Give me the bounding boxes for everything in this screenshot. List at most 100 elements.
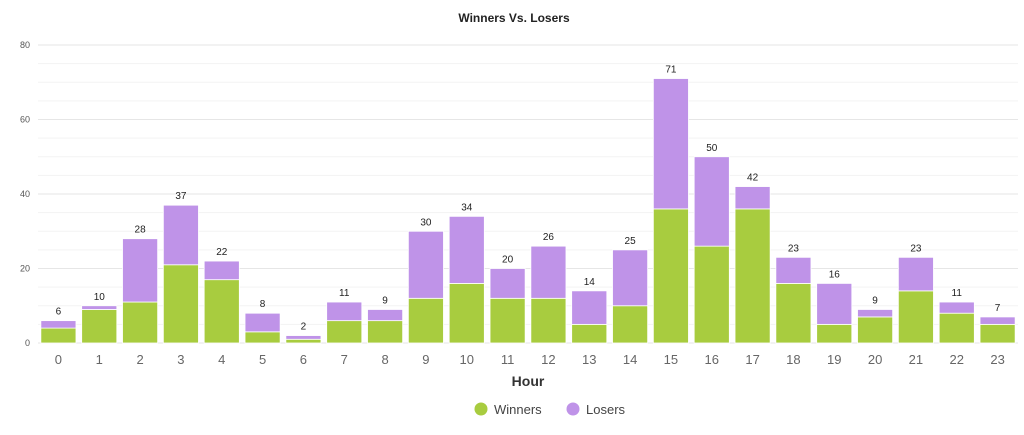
x-tick-label: 21 <box>909 352 923 367</box>
bar-losers-0 <box>40 320 77 329</box>
bar-losers-22 <box>938 301 975 314</box>
bar-winners-6 <box>285 338 322 344</box>
y-tick-label: 40 <box>20 189 30 199</box>
bar-winners-11 <box>489 297 526 344</box>
bar-losers-7 <box>326 301 363 322</box>
bar-losers-3 <box>162 204 199 266</box>
bar-winners-23 <box>979 323 1016 344</box>
bar-winners-4 <box>203 279 240 344</box>
x-tick-label: 18 <box>786 352 800 367</box>
data-labels: 6 10 28 37 22 8 2 11 9 30 34 20 26 14 25 71 50 42 23 16 9 23 1… <box>56 65 1001 333</box>
y-tick-label: 60 <box>20 115 30 125</box>
data-label-16: 50 <box>706 143 718 154</box>
legend-marker-losers <box>566 402 580 416</box>
data-label-1: 10 <box>94 292 106 303</box>
bar-losers-13 <box>571 290 608 325</box>
data-label-4: 22 <box>216 247 228 258</box>
data-label-8: 9 <box>382 295 388 306</box>
bar-winners-20 <box>857 316 894 344</box>
bar-winners-16 <box>693 245 730 344</box>
data-label-2: 28 <box>135 225 147 236</box>
bar-losers-4 <box>203 260 240 281</box>
x-tick-label: 17 <box>745 352 759 367</box>
x-tick-label: 10 <box>460 352 474 367</box>
x-tick-label: 9 <box>422 352 429 367</box>
data-label-22: 11 <box>952 288 963 299</box>
bar-losers-6 <box>285 335 322 340</box>
bar-winners-12 <box>530 297 567 344</box>
bar-losers-23 <box>979 316 1016 325</box>
data-label-11: 20 <box>502 255 514 266</box>
bar-winners-0 <box>40 327 77 344</box>
data-label-14: 25 <box>625 236 637 247</box>
bar-losers-10 <box>448 215 485 284</box>
x-tick-label: 2 <box>136 352 143 367</box>
x-tick-label: 14 <box>623 352 637 367</box>
bar-losers-9 <box>407 230 444 299</box>
x-tick-label: 19 <box>827 352 841 367</box>
bar-winners-17 <box>734 208 771 344</box>
bar-winners-1 <box>81 309 118 344</box>
y-axis: 0 20 40 60 80 <box>20 40 30 348</box>
data-label-9: 30 <box>420 217 432 228</box>
x-tick-label: 22 <box>950 352 964 367</box>
x-tick-label: 5 <box>259 352 266 367</box>
grid-lines <box>38 44 1018 344</box>
x-axis-title: Hour <box>512 373 545 389</box>
data-label-10: 34 <box>461 202 473 213</box>
data-label-0: 6 <box>56 307 62 318</box>
y-tick-label: 20 <box>20 264 30 274</box>
bar-losers-1 <box>81 305 118 310</box>
data-label-12: 26 <box>543 232 555 243</box>
x-tick-label: 1 <box>96 352 103 367</box>
data-label-7: 11 <box>339 288 350 299</box>
data-label-18: 23 <box>788 243 800 254</box>
x-tick-label: 20 <box>868 352 882 367</box>
data-label-6: 2 <box>301 322 307 333</box>
bar-winners-22 <box>938 312 975 344</box>
data-label-23: 7 <box>995 303 1001 314</box>
data-label-21: 23 <box>910 243 922 254</box>
legend-label-losers: Losers <box>586 402 626 417</box>
bar-losers-2 <box>122 238 159 303</box>
x-tick-label: 8 <box>381 352 388 367</box>
bar-losers-14 <box>612 249 649 307</box>
bar-winners-14 <box>612 305 649 344</box>
data-label-3: 37 <box>175 191 187 202</box>
bar-winners-3 <box>162 264 199 344</box>
bar-winners-8 <box>367 320 404 344</box>
bar-losers-19 <box>816 282 853 325</box>
bar-losers-16 <box>693 156 730 247</box>
bar-winners-15 <box>652 208 689 344</box>
data-label-20: 9 <box>872 295 878 306</box>
bar-winners-21 <box>897 290 934 344</box>
legend: Winners Losers <box>474 402 626 417</box>
chart-title: Winners Vs. Losers <box>458 11 570 25</box>
data-label-19: 16 <box>829 269 841 280</box>
x-tick-label: 13 <box>582 352 596 367</box>
bar-winners-18 <box>775 282 812 344</box>
legend-label-winners: Winners <box>494 402 542 417</box>
x-tick-label: 23 <box>990 352 1004 367</box>
y-tick-label: 80 <box>20 40 30 50</box>
x-tick-label: 16 <box>705 352 719 367</box>
y-tick-label: 0 <box>25 338 30 348</box>
x-tick-label: 0 <box>55 352 62 367</box>
bar-losers-17 <box>734 186 771 210</box>
x-tick-label: 4 <box>218 352 225 367</box>
bar-losers-20 <box>857 309 894 318</box>
bar-losers-15 <box>652 78 689 210</box>
x-tick-label: 7 <box>341 352 348 367</box>
x-tick-label: 3 <box>177 352 184 367</box>
bar-losers-21 <box>897 256 934 292</box>
bar-winners-13 <box>571 323 608 344</box>
bar-winners-10 <box>448 282 485 344</box>
bar-winners-5 <box>244 331 281 344</box>
bar-losers-11 <box>489 268 526 299</box>
data-label-15: 71 <box>665 65 677 76</box>
bar-winners-7 <box>326 320 363 344</box>
x-tick-label: 12 <box>541 352 555 367</box>
bar-winners-2 <box>122 301 159 344</box>
